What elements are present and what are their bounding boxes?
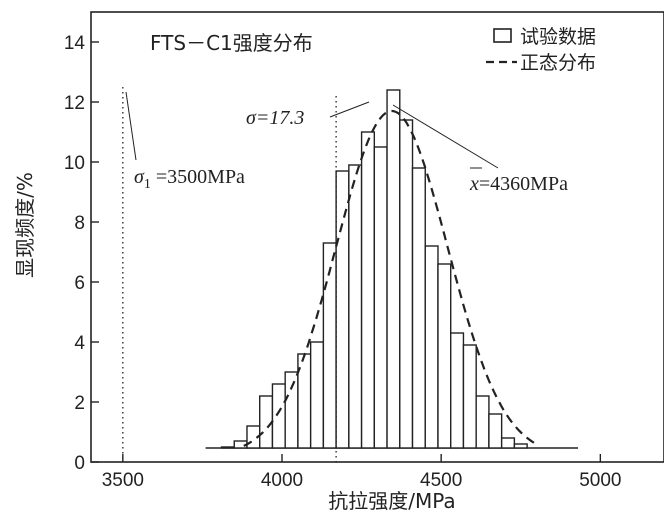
histogram-bar-20: [450, 332, 465, 449]
x-axis-label: 抗拉强度/MPa: [328, 489, 455, 513]
y-tick-label-4: 4: [74, 333, 85, 354]
histogram-bar-25: [513, 443, 528, 449]
y-axis-label: 显现频度/%: [13, 172, 37, 278]
y-tick-label-2: 2: [74, 393, 85, 414]
sigma-annotation: σ=17.3: [246, 107, 304, 129]
histogram-bar-21: [462, 344, 477, 449]
histogram-bar-22: [475, 395, 490, 449]
mean-symbol: x: [469, 173, 479, 195]
histogram-bar-11: [335, 170, 350, 449]
histogram-bar-7: [284, 371, 299, 449]
y-tick-label-8: 8: [74, 213, 85, 234]
chart-title: FTS－C1强度分布: [150, 31, 313, 55]
histogram-bar-12: [348, 164, 363, 449]
mean-annotation: x=4360MPa: [469, 173, 568, 195]
histogram-bar-17: [411, 167, 426, 449]
histogram-bar-24: [500, 437, 516, 449]
histogram-bar-6: [271, 383, 286, 449]
y-tick-label-0: 0: [74, 453, 85, 474]
legend: 试验数据 正态分布: [486, 26, 596, 74]
x-tick-label-5000: 5000: [579, 470, 621, 491]
x-tick-label-3500: 3500: [102, 470, 144, 491]
y-tick-label-12: 12: [64, 93, 85, 114]
histogram-bar-14: [373, 146, 388, 449]
reference-lines-layer: [122, 87, 337, 462]
histogram-bar-16: [399, 119, 414, 449]
normal-fit-curve: [243, 109, 538, 447]
annotations: σ1 =3500MPa σ=17.3 x=4360MPa: [125, 91, 568, 195]
histogram-bar-18: [424, 245, 439, 449]
sigma-leader-line: [329, 101, 370, 118]
histogram-bar-23: [488, 413, 503, 449]
histogram-bar-2: [220, 446, 235, 449]
histogram-bar-9: [309, 341, 325, 449]
x-tick-label-4500: 4500: [420, 470, 462, 491]
legend-label-data: 试验数据: [520, 26, 596, 48]
bars-layer: [205, 89, 579, 449]
sigma1-annotation: σ1 =3500MPa: [134, 166, 245, 192]
mean-leader-line: [392, 104, 499, 169]
histogram-bar-19: [437, 263, 452, 449]
histogram-bar-13: [360, 131, 376, 449]
x-tick-label-4000: 4000: [261, 470, 303, 491]
legend-label-normal: 正态分布: [520, 52, 596, 74]
legend-bar-swatch: [493, 28, 512, 43]
y-tick-label-14: 14: [64, 33, 86, 54]
histogram-bar-15: [386, 89, 401, 449]
y-tick-label-10: 10: [64, 153, 85, 174]
axis-ticks: 0 2 4 6 8 10 12 14 3500 4000 4500 5000: [64, 33, 622, 491]
plot-frame: [90, 11, 664, 463]
sigma1-leader-line: [125, 91, 137, 161]
sigma1-value: =3500MPa: [151, 166, 245, 188]
sigma1-symbol: σ: [134, 166, 145, 188]
mean-value: =4360MPa: [479, 173, 568, 195]
sigma1-subscript: 1: [144, 177, 151, 192]
y-tick-label-6: 6: [74, 273, 85, 294]
